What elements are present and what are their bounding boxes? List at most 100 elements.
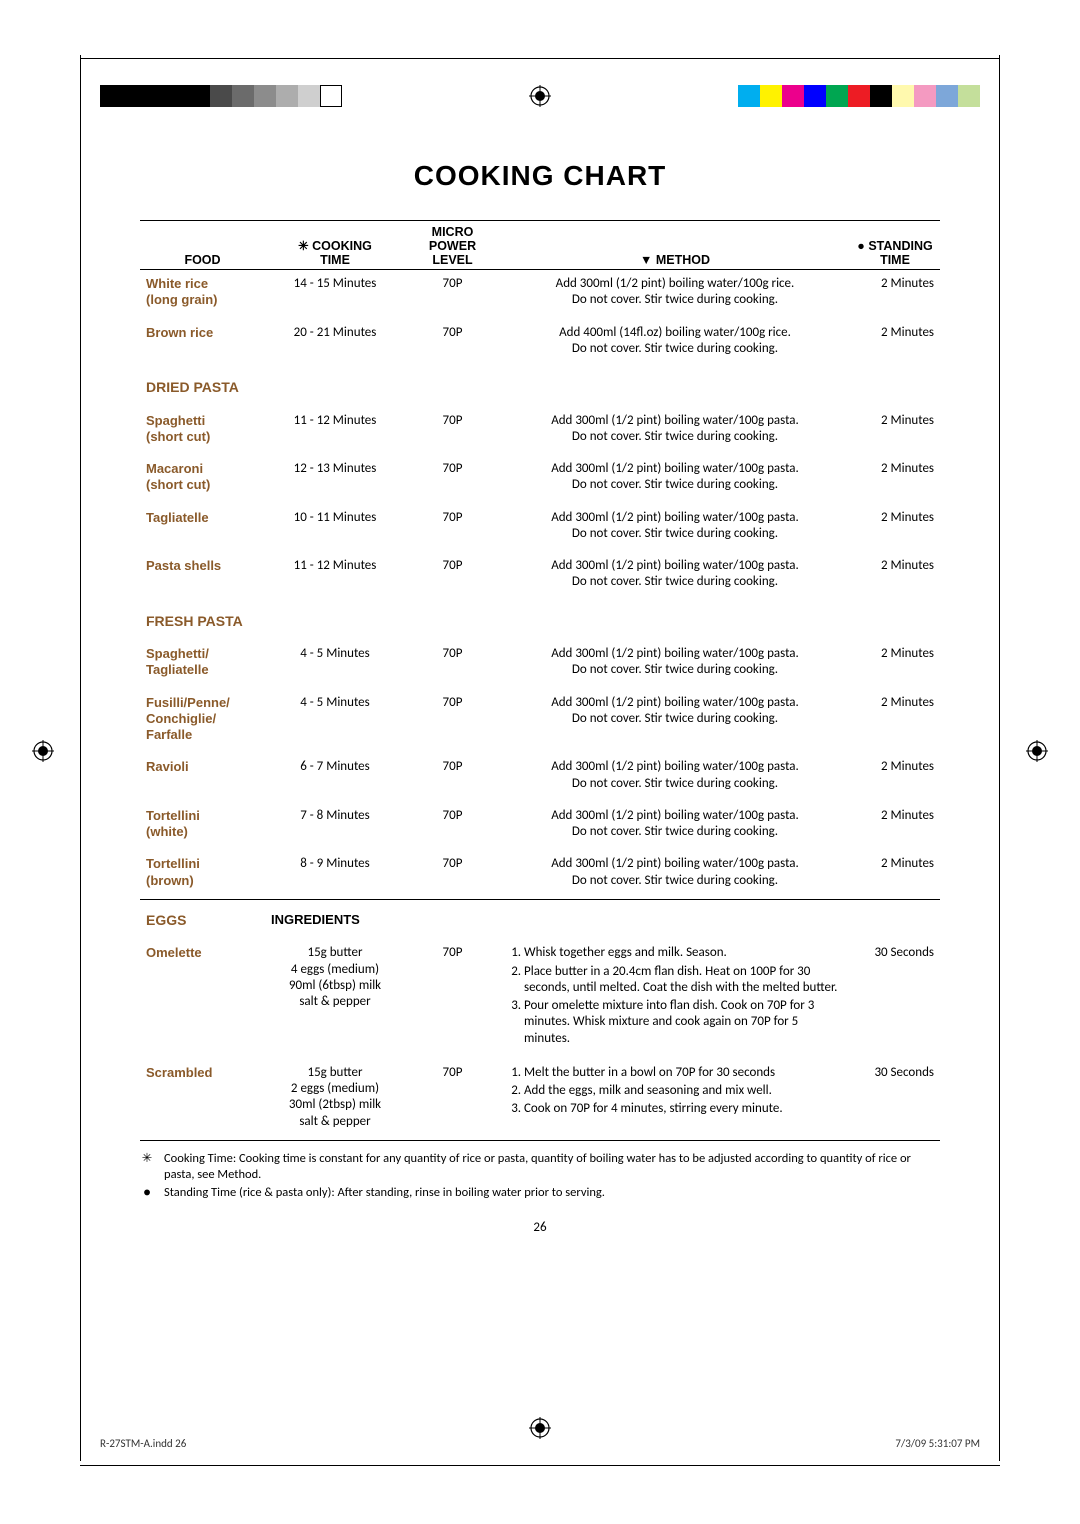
cell-food: Scrambled <box>140 1059 265 1141</box>
cell-standing: 2 Minutes <box>850 753 940 802</box>
cell-cooking-time: 11 - 12 Minutes <box>265 552 405 601</box>
method-step: Whisk together eggs and milk. Season. <box>524 945 844 961</box>
section-label: FRESH PASTA <box>140 601 940 641</box>
color-swatch <box>958 85 980 107</box>
cell-food: Omelette <box>140 939 265 1059</box>
color-swatch <box>804 85 826 107</box>
table-row: Pasta shells11 - 12 Minutes70PAdd 300ml … <box>140 552 940 601</box>
cell-cooking-time: 20 - 21 Minutes <box>265 319 405 368</box>
cell-standing: 2 Minutes <box>850 850 940 899</box>
registration-bar-left <box>100 85 342 107</box>
cell-power: 70P <box>405 504 500 553</box>
color-swatch <box>254 85 276 107</box>
page-title: COOKING CHART <box>140 160 940 192</box>
cell-power: 70P <box>405 689 500 754</box>
col-power: MICRO POWER LEVEL <box>405 221 500 270</box>
color-swatch <box>936 85 958 107</box>
table-row: Brown rice20 - 21 Minutes70PAdd 400ml (1… <box>140 319 940 368</box>
color-swatch <box>188 85 210 107</box>
section-label: EGGS <box>140 900 265 940</box>
registration-mark-icon <box>32 740 54 762</box>
cell-method: Add 300ml (1/2 pint) boiling water/100g … <box>500 407 850 456</box>
color-swatch <box>298 85 320 107</box>
table-row: Tagliatelle10 - 11 Minutes70PAdd 300ml (… <box>140 504 940 553</box>
cell-food: Spaghetti(short cut) <box>140 407 265 456</box>
cell-method: Add 300ml (1/2 pint) boiling water/100g … <box>500 455 850 504</box>
color-swatch <box>210 85 232 107</box>
page: COOKING CHART FOOD ✳ COOKING TIME MICRO … <box>0 0 1080 1524</box>
section-header: DRIED PASTA <box>140 367 940 407</box>
table-row: Spaghetti/Tagliatelle4 - 5 Minutes70PAdd… <box>140 640 940 689</box>
method-step: Cook on 70P for 4 minutes, stirring ever… <box>524 1101 844 1117</box>
cell-power: 70P <box>405 407 500 456</box>
col-standing: ● STANDING TIME <box>850 221 940 270</box>
cell-power: 70P <box>405 552 500 601</box>
cell-method: Add 300ml (1/2 pint) boiling water/100g … <box>500 552 850 601</box>
cell-food: White rice(long grain) <box>140 270 265 319</box>
footnote-text: Standing Time (rice & pasta only): After… <box>164 1185 605 1201</box>
cell-standing: 30 Seconds <box>850 1059 940 1141</box>
cell-cooking-time: 8 - 9 Minutes <box>265 850 405 899</box>
divider-row <box>140 1140 940 1141</box>
color-swatch <box>892 85 914 107</box>
cell-food: Tortellini(brown) <box>140 850 265 899</box>
table-row: Scrambled15g butter2 eggs (medium)30ml (… <box>140 1059 940 1141</box>
cell-cooking-time: 12 - 13 Minutes <box>265 455 405 504</box>
registration-bar-right <box>738 85 980 107</box>
cell-standing: 2 Minutes <box>850 270 940 319</box>
cell-food: Ravioli <box>140 753 265 802</box>
cell-power: 70P <box>405 319 500 368</box>
cell-food: Fusilli/Penne/Conchiglie/Farfalle <box>140 689 265 754</box>
method-step: Melt the butter in a bowl on 70P for 30 … <box>524 1065 844 1081</box>
cell-method: Whisk together eggs and milk. Season.Pla… <box>500 939 850 1059</box>
cell-method: Add 300ml (1/2 pint) boiling water/100g … <box>500 504 850 553</box>
table-row: Macaroni(short cut)12 - 13 Minutes70PAdd… <box>140 455 940 504</box>
cell-method: Add 300ml (1/2 pint) boiling water/100g … <box>500 640 850 689</box>
cell-power: 70P <box>405 850 500 899</box>
cell-cooking-time: 14 - 15 Minutes <box>265 270 405 319</box>
cell-method: Add 300ml (1/2 pint) boiling water/100g … <box>500 270 850 319</box>
col-food: FOOD <box>140 221 265 270</box>
table-row: Omelette15g butter4 eggs (medium)90ml (6… <box>140 939 940 1059</box>
color-swatch <box>826 85 848 107</box>
cooking-chart-table: FOOD ✳ COOKING TIME MICRO POWER LEVEL ▼ … <box>140 220 940 1141</box>
color-swatch <box>144 85 166 107</box>
table-body: White rice(long grain)14 - 15 Minutes70P… <box>140 270 940 1141</box>
table-row: Tortellini(brown)8 - 9 Minutes70PAdd 300… <box>140 850 940 899</box>
color-swatch <box>166 85 188 107</box>
cell-food: Tortellini(white) <box>140 802 265 851</box>
cell-food: Tagliatelle <box>140 504 265 553</box>
color-swatch <box>782 85 804 107</box>
cell-method: Add 300ml (1/2 pint) boiling water/100g … <box>500 753 850 802</box>
cell-cooking-time: 10 - 11 Minutes <box>265 504 405 553</box>
registration-mark-icon <box>529 85 551 107</box>
color-swatch <box>738 85 760 107</box>
footnote-symbol-icon: ● <box>140 1185 154 1201</box>
cell-standing: 2 Minutes <box>850 407 940 456</box>
method-step: Add the eggs, milk and seasoning and mix… <box>524 1083 844 1099</box>
color-swatch <box>870 85 892 107</box>
cell-cooking-time: 11 - 12 Minutes <box>265 407 405 456</box>
cell-method: Add 400ml (14fl.oz) boiling water/100g r… <box>500 319 850 368</box>
section-label: DRIED PASTA <box>140 367 940 407</box>
cell-method: Add 300ml (1/2 pint) boiling water/100g … <box>500 850 850 899</box>
cell-power: 70P <box>405 455 500 504</box>
cell-power: 70P <box>405 802 500 851</box>
asterisk-icon: ✳ <box>298 239 308 253</box>
footnote-text: Cooking Time: Cooking time is constant f… <box>164 1151 940 1184</box>
footnotes: ✳Cooking Time: Cooking time is constant … <box>140 1151 940 1202</box>
registration-mark-icon <box>529 1417 551 1439</box>
color-swatch <box>232 85 254 107</box>
section-header: FRESH PASTA <box>140 601 940 641</box>
cell-power: 70P <box>405 753 500 802</box>
table-row: White rice(long grain)14 - 15 Minutes70P… <box>140 270 940 319</box>
cell-standing: 2 Minutes <box>850 455 940 504</box>
table-row: Ravioli6 - 7 Minutes70PAdd 300ml (1/2 pi… <box>140 753 940 802</box>
table-row: Fusilli/Penne/Conchiglie/Farfalle4 - 5 M… <box>140 689 940 754</box>
cell-standing: 30 Seconds <box>850 939 940 1059</box>
cell-power: 70P <box>405 640 500 689</box>
cell-power: 70P <box>405 939 500 1059</box>
footer-timestamp: 7/3/09 5:31:07 PM <box>895 1437 980 1450</box>
color-swatch <box>848 85 870 107</box>
color-swatch <box>122 85 144 107</box>
